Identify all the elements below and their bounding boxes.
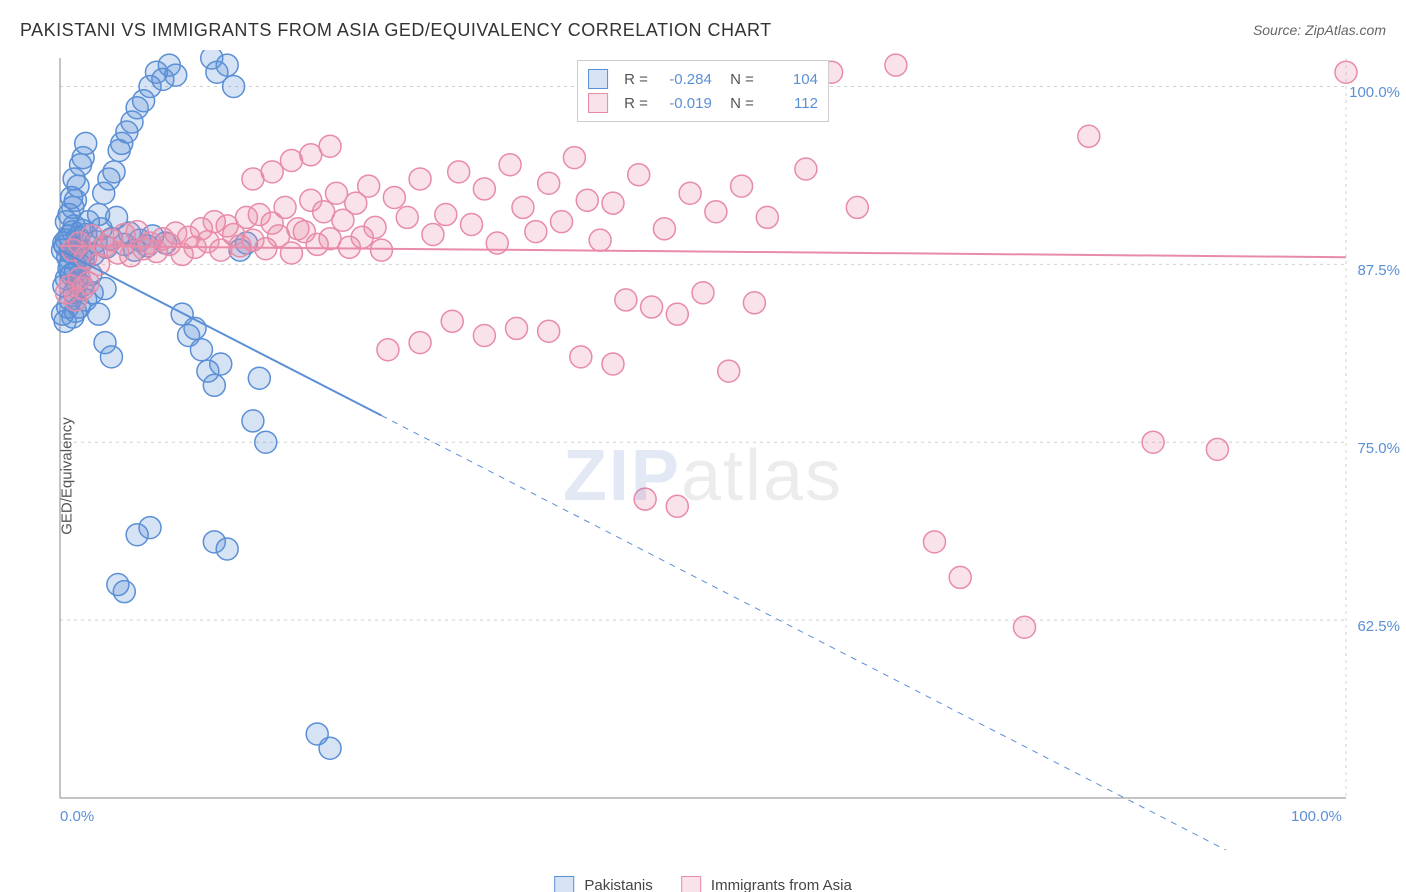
scatter-plot [0,50,1406,850]
chart-area: GED/Equivalency ZIPatlas R = -0.284 N = … [0,50,1406,892]
swatch-series-2 [588,93,608,113]
swatch-series-1 [588,69,608,89]
n-value-1: 104 [764,71,818,88]
legend-swatch-2 [681,876,701,892]
x-tick-label: 0.0% [60,808,94,825]
legend-item-1: Pakistanis [554,876,653,892]
correlation-legend: R = -0.284 N = 104 R = -0.019 N = 112 [577,60,829,122]
n-label-1: N = [722,71,754,88]
correlation-row-2: R = -0.019 N = 112 [588,91,818,115]
y-tick-label: 62.5% [1357,618,1400,635]
y-tick-label: 75.0% [1357,440,1400,457]
r-value-1: -0.284 [658,71,712,88]
y-tick-label: 100.0% [1349,84,1400,101]
r-label-2: R = [624,95,648,112]
n-label-2: N = [722,95,754,112]
r-value-2: -0.019 [658,95,712,112]
legend-item-2: Immigrants from Asia [681,876,852,892]
series-legend: Pakistanis Immigrants from Asia [554,876,852,892]
legend-label-1: Pakistanis [584,877,652,892]
legend-label-2: Immigrants from Asia [711,877,852,892]
legend-swatch-1 [554,876,574,892]
chart-header: PAKISTANI VS IMMIGRANTS FROM ASIA GED/EQ… [0,0,1406,50]
correlation-row-1: R = -0.284 N = 104 [588,67,818,91]
y-tick-label: 87.5% [1357,262,1400,279]
r-label-1: R = [624,71,648,88]
x-tick-label: 100.0% [1291,808,1342,825]
chart-source: Source: ZipAtlas.com [1253,22,1386,38]
chart-title: PAKISTANI VS IMMIGRANTS FROM ASIA GED/EQ… [20,20,772,41]
y-axis-label: GED/Equivalency [58,417,75,535]
n-value-2: 112 [764,95,818,112]
